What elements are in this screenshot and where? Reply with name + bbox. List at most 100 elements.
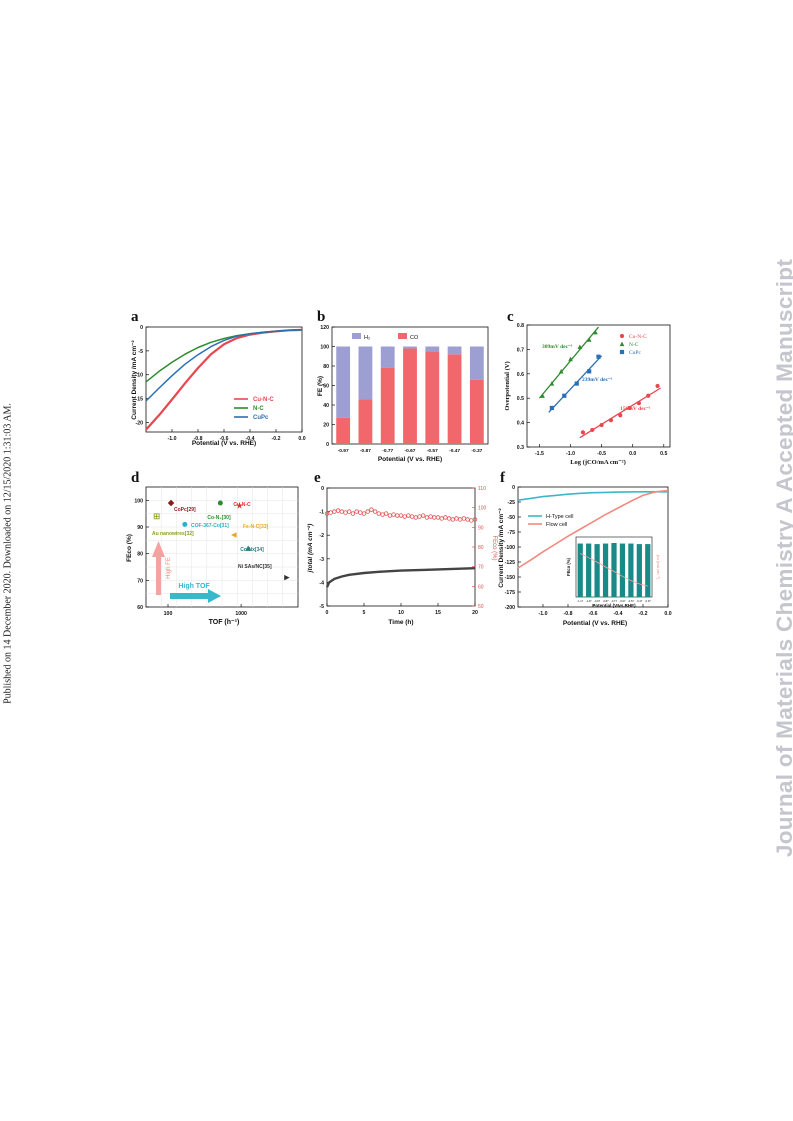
panel-e-point-feco: [354, 509, 359, 514]
panel-e-frame: [326, 487, 476, 607]
panel-b-xtick-label: -0.47: [449, 448, 460, 454]
panel-f-inset-xtick-label: -0.67: [619, 599, 625, 603]
panel-e-point-feco: [365, 509, 370, 514]
panel-c-frame: [526, 324, 671, 448]
panel-b-bar-h2: [358, 346, 373, 400]
panel-letter-d: d: [131, 470, 140, 486]
panel-e-point-feco: [413, 515, 418, 520]
panel-f-inset-xlabel: Potential (V vs.RHE): [592, 603, 636, 608]
panel-e-point-feco: [339, 509, 344, 514]
panel-a-legend-label: Cu-N-C: [253, 397, 274, 403]
panel-b-bar-h2: [469, 346, 484, 380]
panel-b-ytick-label: 40: [323, 403, 329, 409]
panel-f-xlabel: Potential (V vs. RHE): [563, 620, 627, 627]
panel-d-ytick-label: 60: [137, 605, 143, 611]
panel-b-bar-h2: [336, 346, 351, 418]
panel-b-ytick-label: 80: [323, 364, 329, 370]
panel-c-point-Cu-N-C: [608, 418, 614, 423]
panel-f-ytick-label: -25: [508, 500, 516, 506]
panel-f-legend-label: H-Type cell: [546, 514, 574, 520]
panel-c-point-Cu-N-C: [655, 383, 660, 389]
panel-c-xtick-label: -1.0: [566, 451, 575, 457]
panel-b-ytick-label: 20: [323, 423, 329, 429]
panel-f-ytick-label: -125: [505, 560, 515, 566]
panel-c-ytick-label: 0.7: [517, 347, 524, 353]
panel-b-xtick-label: -0.87: [360, 448, 371, 454]
panel-d-xlabel: TOF (h⁻¹): [209, 619, 240, 626]
panel-b-bar-h2: [425, 346, 440, 352]
panel-e-y2tick-label: 60: [478, 584, 484, 590]
panel-c-ytick-label: 0.5: [517, 396, 524, 402]
panel-e-point-feco: [376, 511, 381, 516]
panel-f-inset-bar: [586, 543, 592, 597]
panel-d-point-label: CoPc[29]: [174, 507, 196, 513]
panel-a-xtick-label: 0.0: [298, 436, 305, 442]
panel-e-point-feco: [380, 512, 385, 517]
panel-e-point-feco: [398, 513, 404, 518]
panel-c-point-N-C: [593, 329, 598, 335]
panel-b-bar-co: [469, 379, 484, 444]
panel-d-ytick-label: 90: [137, 525, 143, 531]
panel-c-xtick-label: -0.5: [597, 451, 606, 457]
panel-f-inset-bar: [577, 543, 583, 597]
panel-b-ytick-label: 60: [323, 384, 329, 390]
panel-f-legend-label: Flow cell: [546, 522, 567, 528]
panel-e-point-feco: [409, 514, 415, 519]
panel-b-xtick-label: -0.57: [427, 448, 438, 454]
panel-a-series-CuPc: [145, 329, 303, 402]
panel-b-legend-label: CO: [410, 335, 419, 341]
panel-b-xtick-label: -0.67: [405, 448, 416, 454]
panel-e-point-feco: [406, 513, 411, 518]
panel-e-point-feco: [391, 512, 396, 517]
panel-a-ylabel: Current Density /mA cm⁻²: [131, 339, 138, 419]
panel-f-xtick-label: -0.2: [639, 611, 648, 617]
panel-e-point-feco: [446, 516, 452, 521]
panel-f-inset-bar: [602, 543, 609, 597]
panel-e-ytick-label: -1: [319, 510, 324, 516]
panel-f-inset-xtick-label: -0.97: [594, 599, 600, 603]
panel-c-legend-marker: [619, 341, 625, 347]
panel-b-bar-co: [447, 354, 462, 444]
panel-d-point-label: Co-N₄[30]: [207, 515, 231, 521]
panel-c-legend-label: CuPc: [629, 350, 641, 356]
panel-f-inset-y2label: jco (mA cm⁻²): [656, 554, 661, 580]
panel-e-series-jtotal: [325, 567, 476, 588]
panel-d-point-CoPc: [167, 499, 175, 507]
panel-a-ytick-label: -15: [136, 397, 144, 403]
panel-e-ytick-label: -3: [319, 557, 324, 563]
panel-f-inset-bar: [645, 544, 651, 597]
panel-f-xtick-label: -0.6: [589, 611, 598, 617]
panel-d-high-fe-arrowhead: [152, 541, 165, 557]
panel-f-inset-xtick-label: -1.07: [586, 599, 592, 603]
panel-d-point-label: Ni SAs/NC[35]: [238, 564, 272, 570]
panel-a-series-N-C: [145, 329, 303, 383]
panel-letter-c: c: [507, 309, 514, 325]
panel-c-ytick-label: 0.8: [517, 323, 524, 329]
panel-b-bar-co: [336, 417, 351, 444]
panel-d-high-tof-label: High TOF: [178, 583, 210, 590]
panel-d-point-label: Fe-N-C[33]: [243, 524, 269, 530]
panel-d-xtick-label: 100: [164, 611, 173, 617]
panel-e-point-feco: [458, 517, 463, 522]
panel-d-high-fe-label: High FE: [166, 557, 172, 579]
panel-d-point-Co-N₄: [217, 500, 223, 506]
panel-f-inset-xtick-label: -1.17: [577, 599, 583, 603]
panel-b-xlabel: Potential (V vs. RHE): [378, 456, 442, 463]
panel-e-y2tick-label: 50: [478, 604, 484, 610]
panel-c-xlabel: Log (jCO/mA cm⁻²): [570, 459, 626, 466]
panel-f-inset-xtick-label: -0.37: [645, 599, 651, 603]
panel-c-point-Cu-N-C: [627, 405, 632, 411]
panel-e-y2label: FEco (%): [491, 535, 497, 560]
panel-f-inset-xtick-label: -0.77: [611, 599, 617, 603]
panel-c-point-CuPc: [587, 369, 592, 374]
panel-f-xtick-label: -0.8: [564, 611, 573, 617]
panel-e-point-feco: [432, 515, 437, 520]
panel-f-ytick-label: -150: [505, 575, 515, 581]
panel-e-point-feco: [350, 511, 356, 516]
panel-e-ytick-label: 0: [321, 486, 324, 492]
panel-letter-a: a: [131, 309, 139, 325]
panel-e-point-feco: [428, 514, 433, 519]
panel-c-slope-label: 309mV dec⁻¹: [542, 344, 573, 350]
panel-d-point-Fe-N-C: [231, 532, 237, 538]
panel-e-point-feco: [465, 517, 470, 522]
